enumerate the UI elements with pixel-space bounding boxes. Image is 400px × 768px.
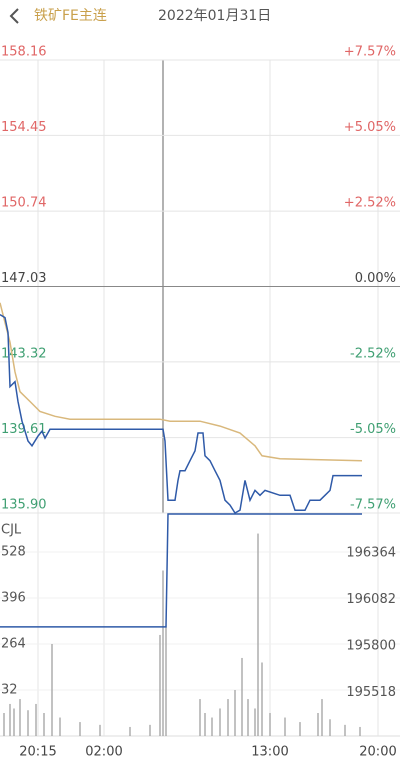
volume-bar — [317, 713, 319, 736]
y2-tick-label: +5.05% — [344, 120, 396, 135]
price-line — [0, 313, 362, 515]
instrument-title: 铁矿FE主连 — [34, 8, 107, 24]
y-tick-label: 158.16 — [1, 45, 47, 60]
y-tick-label: 32 — [1, 683, 18, 698]
volume-bar — [3, 713, 5, 736]
volume-bar — [51, 644, 53, 736]
volume-bar — [9, 703, 11, 736]
price-line — [0, 513, 362, 628]
volume-bar — [269, 713, 271, 736]
volume-bar — [241, 657, 243, 736]
volume-bar — [219, 708, 221, 736]
volume-bar — [99, 724, 101, 736]
volume-bar — [359, 726, 361, 736]
y2-tick-label: -2.52% — [350, 346, 396, 361]
y2-tick-label: 196082 — [346, 592, 396, 607]
y2-tick-label: +2.52% — [344, 196, 396, 211]
x-tick-label: 20:15 — [19, 745, 56, 760]
volume-bar — [199, 699, 201, 736]
date: 2022年01月31日 — [158, 8, 271, 24]
volume-bar — [35, 703, 37, 736]
back-button[interactable] — [9, 8, 19, 24]
y2-tick-label: 195800 — [346, 639, 396, 654]
y2-tick-label: -5.05% — [350, 422, 396, 437]
y2-tick-label: -7.57% — [350, 498, 396, 513]
volume-bar — [254, 708, 256, 736]
x-tick-label: 02:00 — [85, 745, 122, 760]
volume-bar — [165, 625, 167, 736]
volume-bar — [247, 699, 249, 736]
volume-bar — [162, 570, 164, 736]
volume-bar — [261, 662, 263, 736]
volume-bar — [257, 533, 259, 736]
volume-bar — [43, 713, 45, 736]
y-tick-label: 147.03 — [1, 271, 47, 286]
volume-bar — [329, 719, 331, 736]
volume-bar — [344, 724, 346, 736]
volume-label: CJL — [1, 523, 22, 538]
volume-bar — [234, 690, 236, 736]
volume-bar — [19, 699, 21, 736]
y2-tick-label: 0.00% — [355, 271, 396, 286]
y2-tick-label: 195518 — [346, 685, 396, 700]
y-tick-label: 264 — [1, 637, 26, 652]
y-tick-label: 396 — [1, 591, 26, 606]
y-tick-label: 143.32 — [1, 347, 47, 362]
volume-bar — [321, 699, 323, 736]
volume-bar — [159, 634, 161, 736]
volume-bar — [27, 710, 29, 736]
y2-tick-label: 196364 — [346, 545, 396, 560]
y2-tick-label: +7.57% — [344, 45, 396, 60]
y-tick-label: 150.74 — [1, 196, 47, 211]
y-tick-label: 154.45 — [1, 120, 47, 135]
volume-bar — [204, 713, 206, 736]
y-tick-label: 135.90 — [1, 498, 47, 513]
volume-bar — [284, 717, 286, 736]
volume-bar — [149, 724, 151, 736]
volume-bar — [211, 717, 213, 736]
x-tick-label: 13:00 — [251, 745, 288, 760]
volume-bar — [129, 726, 131, 736]
volume-bar — [59, 717, 61, 736]
price-line — [0, 302, 363, 462]
volume-bar — [79, 722, 81, 736]
y-tick-label: 528 — [1, 545, 26, 560]
volume-bar — [13, 708, 15, 736]
volume-bar — [227, 699, 229, 736]
volume-bar — [299, 722, 301, 736]
x-tick-label: 20:00 — [359, 745, 396, 760]
